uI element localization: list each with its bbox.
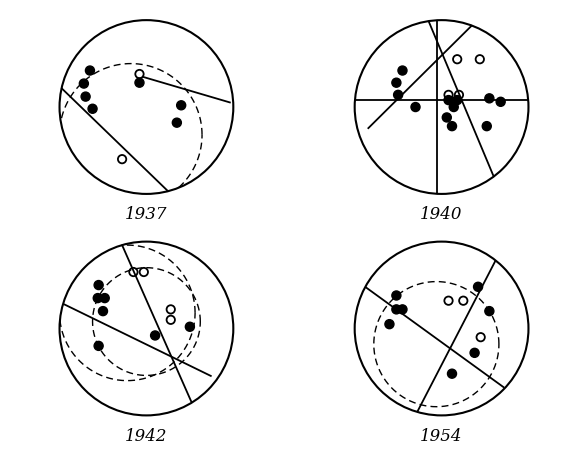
- Circle shape: [88, 104, 97, 113]
- Circle shape: [453, 96, 462, 105]
- Circle shape: [85, 66, 95, 75]
- Text: 1954: 1954: [420, 427, 463, 445]
- Circle shape: [176, 101, 186, 110]
- Circle shape: [185, 322, 195, 331]
- Circle shape: [94, 281, 103, 290]
- Circle shape: [392, 305, 401, 314]
- Circle shape: [172, 118, 181, 127]
- Circle shape: [447, 369, 456, 378]
- Circle shape: [470, 348, 479, 357]
- Circle shape: [447, 122, 456, 131]
- Circle shape: [442, 113, 452, 122]
- Circle shape: [392, 78, 401, 87]
- Text: 1937: 1937: [125, 206, 168, 223]
- Text: 1942: 1942: [125, 427, 168, 445]
- Circle shape: [398, 66, 407, 75]
- Circle shape: [482, 122, 492, 131]
- Circle shape: [100, 294, 109, 303]
- Circle shape: [135, 78, 144, 87]
- Circle shape: [485, 307, 494, 316]
- Circle shape: [411, 102, 420, 111]
- Circle shape: [473, 282, 483, 291]
- Circle shape: [93, 294, 102, 303]
- Circle shape: [79, 79, 88, 88]
- Circle shape: [449, 102, 458, 111]
- Circle shape: [385, 320, 394, 329]
- Text: 1940: 1940: [420, 206, 463, 223]
- Circle shape: [398, 305, 407, 314]
- Circle shape: [94, 341, 103, 350]
- Circle shape: [496, 97, 505, 106]
- Circle shape: [392, 291, 401, 300]
- Circle shape: [81, 92, 90, 101]
- Circle shape: [444, 96, 453, 105]
- Circle shape: [393, 90, 403, 99]
- Circle shape: [485, 94, 494, 103]
- Circle shape: [98, 307, 108, 316]
- Circle shape: [151, 331, 159, 340]
